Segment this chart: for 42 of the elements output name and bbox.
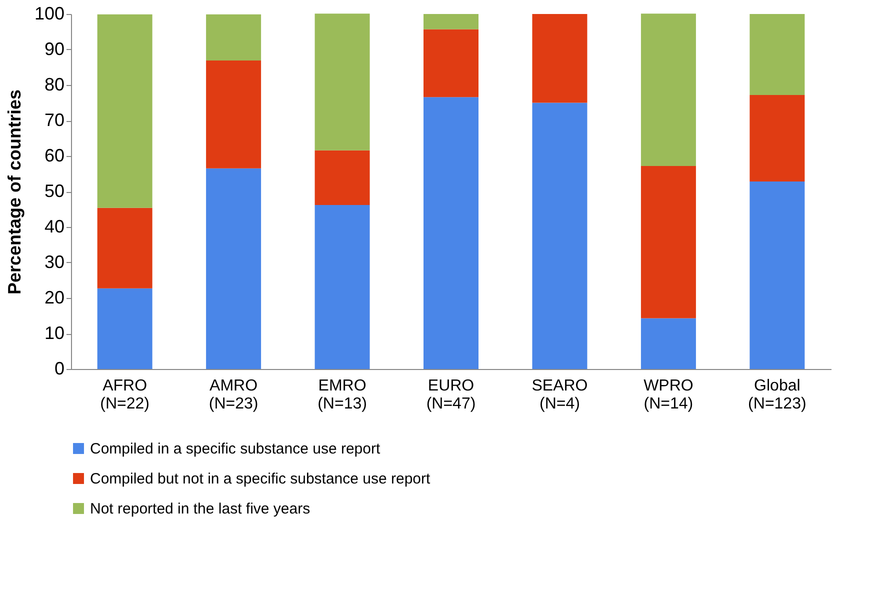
y-tick-label: 60 — [44, 146, 64, 166]
bar — [640, 318, 696, 369]
x-tick-label: EURO (N=47) — [426, 378, 476, 412]
legend-label: Compiled but not in a specific substance use report — [90, 470, 432, 488]
bar — [750, 182, 805, 369]
y-tick-label: 80 — [44, 74, 64, 94]
x-tick-label: AMRO (N=23) — [208, 378, 258, 412]
bar — [206, 168, 262, 369]
bar — [640, 166, 696, 318]
x-tick-label: Global (N=123) — [748, 378, 806, 412]
bar — [97, 14, 152, 208]
bar — [97, 208, 152, 288]
bar — [314, 14, 370, 150]
bar — [532, 102, 588, 369]
bar — [424, 29, 478, 98]
legend-label: Not reported in the last five years — [90, 500, 310, 518]
bar — [424, 14, 478, 30]
y-tick-label: 50 — [44, 181, 64, 201]
y-tick-label: 70 — [44, 110, 64, 130]
legend-label: Compiled in a specific substance use report — [90, 440, 381, 458]
bar — [750, 14, 805, 95]
x-tick-label: WPRO (N=14) — [644, 378, 694, 412]
y-tick-label: 10 — [44, 323, 64, 343]
y-tick-label: 40 — [44, 216, 64, 236]
bar — [206, 60, 262, 168]
y-tick-label: 90 — [44, 39, 64, 59]
bar — [750, 94, 805, 182]
bar — [314, 204, 370, 369]
y-tick-label: 0 — [54, 358, 64, 378]
x-tick-label: SEARO (N=4) — [532, 378, 588, 412]
y-tick-label: 100 — [34, 4, 64, 24]
bar — [424, 97, 478, 369]
y-tick-label: 20 — [44, 288, 64, 308]
bar — [206, 14, 262, 61]
y-axis-title: Percentage of countries — [4, 89, 24, 295]
bar — [532, 14, 588, 103]
y-tick-label: 30 — [44, 252, 64, 272]
bar — [314, 150, 370, 205]
bar — [97, 288, 152, 369]
x-tick-label: AFRO (N=22) — [100, 378, 150, 412]
x-tick-label: EMRO (N=13) — [318, 378, 367, 412]
bar — [640, 14, 696, 166]
